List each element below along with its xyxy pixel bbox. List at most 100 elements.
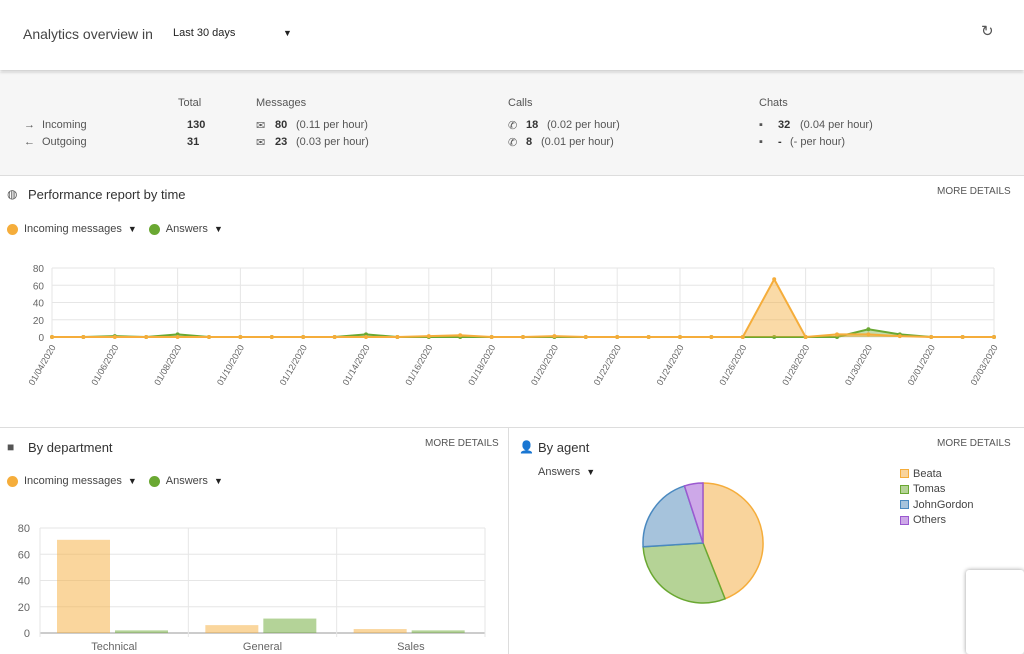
series-line: [52, 277, 994, 339]
refresh-icon[interactable]: ↻: [981, 23, 994, 40]
row-chats-rate: (0.04 per hour): [800, 119, 873, 131]
data-point: [740, 335, 745, 339]
legend-item[interactable]: Others: [900, 513, 974, 529]
bar: [115, 630, 168, 633]
legend-swatch: [900, 484, 909, 494]
data-point: [866, 327, 871, 332]
bar: [411, 630, 465, 633]
department-more-details[interactable]: MORE DETAILS: [425, 438, 499, 449]
data-point: [772, 335, 777, 339]
data-point: [897, 334, 902, 339]
department-chart: 0 20 40 60 80 Technical General Sales: [18, 523, 486, 653]
x-tick-label: 01/26/2020: [717, 343, 748, 387]
chat-icon: ▪: [759, 119, 763, 131]
y-tick-label: 20: [18, 602, 30, 614]
y-tick-label: 60: [18, 549, 30, 561]
screenshot-thumbnail[interactable]: [966, 570, 1024, 654]
y-tick-label: 40: [18, 576, 30, 588]
y-tick-label: 0: [24, 628, 30, 640]
legend-answers[interactable]: Answers: [165, 223, 208, 235]
data-point: [866, 332, 871, 337]
pie-slice: [642, 542, 727, 604]
divider: [508, 427, 509, 654]
data-point: [992, 335, 996, 339]
incoming-dot: [7, 475, 18, 487]
legend-label: JohnGordon: [913, 498, 974, 511]
legend-label: Tomas: [913, 483, 946, 496]
x-tick-label: Sales: [397, 641, 425, 653]
x-tick-label: Technical: [91, 641, 137, 653]
row-label: Incoming: [42, 119, 87, 131]
bar: [57, 539, 110, 633]
row-calls: 8: [526, 136, 533, 148]
header: Analytics overview in Last 30 days ▼ ↻: [0, 0, 1024, 70]
pie-slice: [642, 484, 705, 548]
data-point: [646, 335, 651, 339]
legend-incoming[interactable]: Incoming messages: [24, 475, 122, 487]
data-point: [489, 335, 494, 339]
x-tick-label: 01/22/2020: [592, 343, 623, 387]
phone-icon: ✆: [508, 137, 518, 149]
legend-label: Others: [913, 514, 947, 527]
agent-title: By agent: [538, 440, 590, 455]
agent-legend: Beata Tomas JohnGordon Others: [900, 466, 974, 528]
data-point: [803, 335, 808, 339]
arrow-left-icon: ←: [24, 136, 35, 148]
header-messages: Messages: [256, 97, 307, 109]
answers-dot: [148, 475, 160, 487]
envelope-icon: ✉: [256, 137, 266, 149]
legend-incoming[interactable]: Incoming messages: [24, 223, 122, 235]
legend-answers[interactable]: Answers: [165, 475, 208, 487]
arrow-right-icon: →: [24, 119, 35, 131]
row-chats: -: [778, 136, 782, 148]
legend-item[interactable]: Tomas: [900, 482, 974, 498]
data-point: [50, 335, 54, 339]
row-messages-rate: (0.11 per hour): [296, 119, 368, 131]
bar: [353, 629, 407, 633]
x-tick-label: 01/18/2020: [466, 343, 497, 387]
chevron-down-icon[interactable]: ▼: [213, 476, 223, 486]
agent-metric-value: Answers: [538, 466, 581, 478]
legend-item[interactable]: JohnGordon: [900, 497, 974, 513]
x-tick-label: 01/12/2020: [278, 343, 309, 387]
person-icon: 👤: [519, 440, 534, 454]
data-point: [269, 335, 274, 339]
incoming-dot: [7, 223, 18, 235]
department-legend: Incoming messages ▼ Answers ▼: [7, 475, 223, 487]
series-area: [52, 279, 994, 337]
data-point: [81, 335, 86, 339]
legend-swatch: [900, 469, 909, 479]
legend-item[interactable]: Beata: [900, 466, 974, 482]
data-point: [144, 335, 149, 339]
data-point: [458, 333, 463, 338]
data-point: [301, 335, 306, 339]
chat-icon: ▪: [759, 136, 763, 148]
y-tick-label: 20: [33, 316, 45, 327]
summary-panel: Total Messages Calls Chats → Incoming 13…: [0, 72, 1024, 176]
chevron-down-icon[interactable]: ▼: [127, 224, 137, 234]
agent-pie-chart: [642, 482, 764, 604]
legend-swatch: [900, 500, 909, 510]
chevron-down-icon[interactable]: ▼: [127, 476, 137, 486]
department-title: By department: [28, 440, 113, 455]
chevron-down-icon: ▼: [283, 28, 292, 38]
data-point: [929, 335, 934, 339]
x-tick-label: 01/06/2020: [89, 343, 120, 387]
agent-metric-select[interactable]: Answers ▼: [538, 466, 595, 478]
performance-more-details[interactable]: MORE DETAILS: [937, 186, 1011, 197]
y-tick-label: 80: [18, 523, 30, 535]
data-point: [521, 335, 525, 339]
agent-more-details[interactable]: MORE DETAILS: [937, 438, 1011, 449]
data-point: [332, 335, 337, 339]
period-select[interactable]: Last 30 days ▼: [173, 27, 293, 39]
page-title: Analytics overview in: [23, 26, 153, 42]
row-messages: 23: [275, 136, 288, 148]
data-point: [112, 335, 117, 339]
chevron-down-icon[interactable]: ▼: [213, 224, 223, 234]
pie-slice: [702, 482, 764, 600]
legend-swatch: [900, 515, 909, 525]
data-point: [426, 334, 431, 339]
row-calls-rate: (0.02 per hour): [547, 119, 620, 131]
y-tick-label: 80: [33, 264, 45, 275]
x-tick-label: 01/30/2020: [843, 343, 874, 387]
